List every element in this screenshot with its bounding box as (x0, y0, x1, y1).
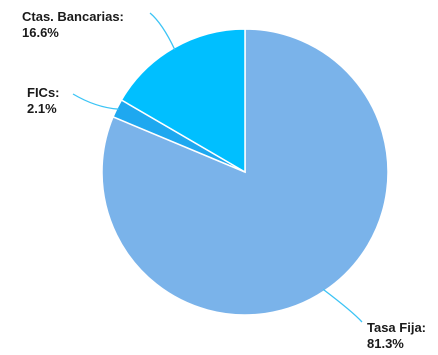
slice-value-label: 16.6% (22, 25, 59, 40)
slice-label: FICs: (27, 85, 60, 100)
slices-layer (101, 28, 389, 316)
slice-label: Ctas. Bancarias: (22, 9, 124, 24)
slice-value-label: 81.3% (367, 336, 404, 351)
slice-label: Tasa Fija: (367, 320, 426, 335)
leader-lines-layer (72, 12, 363, 323)
leader-line (72, 93, 119, 110)
leader-line (322, 288, 363, 323)
labels-layer: Tasa Fija:81.3% FICs:2.1% Ctas. Bancarias:… (22, 9, 426, 351)
slice-value-label: 2.1% (27, 101, 57, 116)
leader-line (149, 12, 176, 50)
